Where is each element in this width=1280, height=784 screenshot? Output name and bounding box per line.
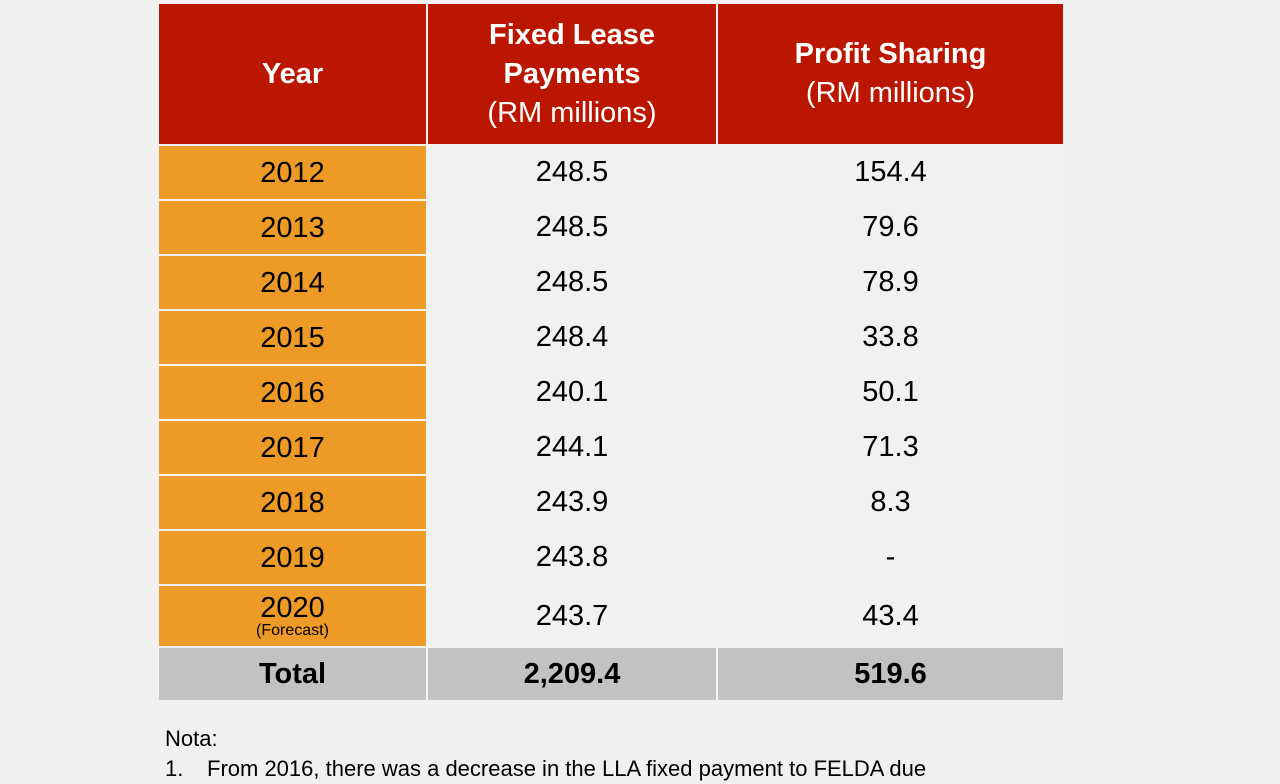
fixed-lease-cell: 240.1	[426, 364, 718, 421]
year-cell: 2015	[157, 309, 428, 366]
table-row: 2015 248.4 33.8	[157, 309, 1065, 366]
table-row: 2013 248.5 79.6	[157, 199, 1065, 256]
header-row: Year Fixed Lease Payments (RM millions) …	[157, 2, 1065, 146]
fixed-lease-cell: 244.1	[426, 419, 718, 476]
year-value: 2018	[260, 486, 325, 519]
notes-title: Nota:	[165, 726, 218, 751]
year-value: 2013	[260, 211, 325, 244]
year-cell: 2018	[157, 474, 428, 531]
header-profit-unit: (RM millions)	[805, 77, 976, 109]
header-fixed-line1: Fixed Lease	[488, 18, 656, 51]
note-number: 1.	[165, 756, 184, 781]
year-cell: 2020 (Forecast)	[157, 584, 428, 648]
header-profit-line1: Profit Sharing	[794, 38, 987, 70]
total-fixed: 2,209.4	[426, 646, 718, 702]
year-value: 2015	[260, 321, 325, 354]
profit-sharing-cell: 71.3	[716, 419, 1065, 476]
table-row: 2016 240.1 50.1	[157, 364, 1065, 421]
year-note: (Forecast)	[256, 622, 329, 639]
fixed-lease-cell: 243.9	[426, 474, 718, 531]
total-row: Total 2,209.4 519.6	[157, 646, 1065, 702]
lease-table: Year Fixed Lease Payments (RM millions) …	[157, 2, 1065, 702]
year-value: 2014	[260, 266, 325, 299]
profit-sharing-cell: 8.3	[716, 474, 1065, 531]
note-item: 1. From 2016, there was a decrease in th…	[165, 754, 926, 784]
year-value: 2019	[260, 541, 325, 574]
header-fixed-lease: Fixed Lease Payments (RM millions)	[426, 2, 718, 146]
fixed-lease-cell: 243.7	[426, 584, 718, 648]
year-value: 2016	[260, 376, 325, 409]
year-cell: 2014	[157, 254, 428, 311]
total-profit: 519.6	[716, 646, 1065, 702]
fixed-lease-cell: 248.5	[426, 199, 718, 256]
header-year: Year	[157, 2, 428, 146]
year-cell: 2013	[157, 199, 428, 256]
fixed-lease-cell: 248.4	[426, 309, 718, 366]
profit-sharing-cell: 154.4	[716, 144, 1065, 201]
profit-sharing-cell: 50.1	[716, 364, 1065, 421]
fixed-lease-cell: 248.5	[426, 144, 718, 201]
table-body: 2012 248.5 154.4 2013 248.5 79.6 2014 248.5 78.9…	[157, 144, 1065, 648]
header-profit-sharing: Profit Sharing (RM millions)	[716, 2, 1065, 146]
notes-section: Nota: 1. From 2016, there was a decrease…	[165, 724, 926, 784]
table-row: 2019 243.8-	[157, 529, 1065, 586]
year-cell: 2012	[157, 144, 428, 201]
profit-sharing-cell: 79.6	[716, 199, 1065, 256]
total-label: Total	[157, 646, 428, 702]
table-row: 2012 248.5 154.4	[157, 144, 1065, 201]
profit-sharing-cell: -	[716, 529, 1065, 586]
year-cell: 2017	[157, 419, 428, 476]
header-fixed-unit: (RM millions)	[487, 96, 657, 129]
table-row: 2017 244.1 71.3	[157, 419, 1065, 476]
fixed-lease-cell: 248.5	[426, 254, 718, 311]
profit-sharing-cell: 78.9	[716, 254, 1065, 311]
header-fixed-line2: Payments	[503, 57, 641, 90]
year-value: 2017	[260, 431, 325, 464]
profit-sharing-cell: 43.4	[716, 584, 1065, 648]
year-value: 2020	[260, 592, 325, 624]
fixed-lease-cell: 243.8	[426, 529, 718, 586]
table-row: 2014 248.5 78.9	[157, 254, 1065, 311]
note-text: From 2016, there was a decrease in the L…	[207, 756, 927, 781]
profit-sharing-cell: 33.8	[716, 309, 1065, 366]
table-row: 2020 (Forecast) 243.7 43.4	[157, 584, 1065, 648]
header-year-label: Year	[261, 57, 324, 90]
year-value: 2012	[260, 156, 325, 189]
table-row: 2018 243.9 8.3	[157, 474, 1065, 531]
year-cell: 2016	[157, 364, 428, 421]
year-cell: 2019	[157, 529, 428, 586]
